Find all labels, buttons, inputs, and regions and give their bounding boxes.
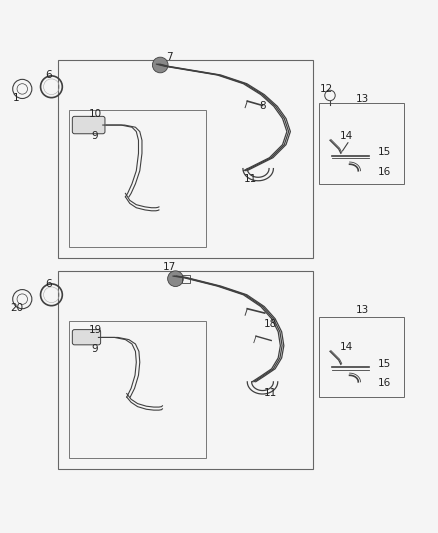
Bar — [319, 317, 404, 397]
Text: 10: 10 — [88, 109, 102, 119]
FancyBboxPatch shape — [72, 329, 101, 345]
Text: 15: 15 — [378, 148, 391, 157]
Text: 12: 12 — [320, 84, 334, 94]
Text: 16: 16 — [378, 378, 391, 388]
Text: 14: 14 — [340, 131, 353, 141]
Circle shape — [168, 271, 184, 287]
Text: 17: 17 — [162, 262, 176, 271]
Text: 9: 9 — [92, 131, 98, 141]
Bar — [182, 275, 190, 283]
Text: 6: 6 — [45, 70, 52, 80]
Bar — [69, 110, 206, 247]
Text: 13: 13 — [356, 94, 369, 104]
Bar — [319, 103, 404, 184]
Text: 6: 6 — [45, 279, 52, 289]
Bar — [69, 321, 206, 458]
Text: 13: 13 — [356, 305, 369, 315]
Text: 8: 8 — [259, 101, 266, 111]
Text: 1: 1 — [13, 93, 20, 103]
Text: 11: 11 — [264, 387, 277, 398]
Text: 14: 14 — [340, 342, 353, 352]
Text: 7: 7 — [166, 52, 172, 62]
Text: 19: 19 — [88, 325, 102, 335]
Bar — [58, 60, 313, 258]
Bar — [58, 271, 313, 469]
Circle shape — [152, 57, 168, 73]
Text: 20: 20 — [10, 303, 23, 313]
FancyBboxPatch shape — [72, 116, 105, 134]
Text: 15: 15 — [378, 359, 391, 369]
Text: 18: 18 — [264, 319, 277, 329]
Text: 16: 16 — [378, 167, 391, 176]
Text: 9: 9 — [92, 344, 98, 354]
Text: 11: 11 — [244, 174, 257, 184]
